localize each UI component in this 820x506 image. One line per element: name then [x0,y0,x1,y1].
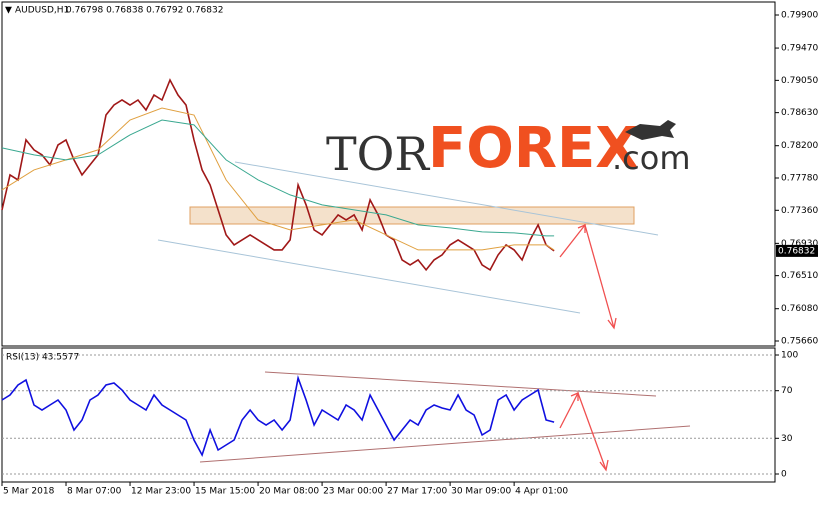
logo-forex: FOREX [428,116,638,181]
x-tick-label: 8 Mar 07:00 [67,487,122,497]
x-tick-label: 5 Mar 2018 [3,487,55,497]
logo-bull [625,120,676,140]
y-tick-label: 30 [781,434,793,444]
y-tick-label: 0.79900 [781,11,818,21]
x-tick-label: 27 Mar 17:00 [387,487,447,497]
y-tick-label: 0 [781,470,787,480]
y-tick-label: 70 [781,386,793,396]
series-line [1,107,555,251]
forecast-arrows [559,223,617,472]
y-tick-label: 0.76080 [781,304,818,314]
y-tick-label: 0.79050 [781,76,818,86]
x-tick-label: 23 Mar 00:00 [323,487,383,497]
triangle-line [199,425,691,463]
last-price-box [776,244,818,257]
y-tick-label: 0.79470 [781,44,818,54]
x-tick-label: 4 Apr 01:00 [515,487,568,497]
x-tick-label: 12 Mar 23:00 [131,487,191,497]
triangle-line [264,371,657,397]
x-tick-label: 30 Mar 09:00 [451,487,511,497]
resistance-zone [189,206,635,225]
y-tick-label: 0.75660 [781,337,818,347]
chart-title: AUDUSD,H1 [15,6,69,16]
y-tick-label: 0.76930 [781,239,818,249]
series-line [1,119,555,237]
chart-subtitle: 0.76798 0.76838 0.76792 0.76832 [66,6,223,16]
channel-line [157,239,581,314]
channel-line [234,161,659,236]
main-panel [1,1,776,347]
last-price-label: 0.76832 [778,246,815,256]
y-tick-label: 0.76510 [781,271,818,281]
series-line [1,374,555,458]
logo-com: .com [612,139,691,177]
rsi-title: RSI(13) 43.5577 [6,353,79,363]
header-triangle: ▼ [5,6,12,16]
y-tick-label: 0.78200 [781,141,818,151]
watermark: TOR FOREX .com [326,116,691,181]
y-tick-label: 0.77360 [781,206,818,216]
logo-tor: TOR [326,127,430,181]
y-tick-label: 0.77780 [781,174,818,184]
series-line [1,78,555,272]
y-tick-label: 0.78630 [781,108,818,118]
y-tick-label: 100 [781,351,798,361]
x-tick-label: 15 Mar 15:00 [195,487,255,497]
x-tick-label: 20 Mar 08:00 [259,487,319,497]
rsi-panel [1,347,776,483]
